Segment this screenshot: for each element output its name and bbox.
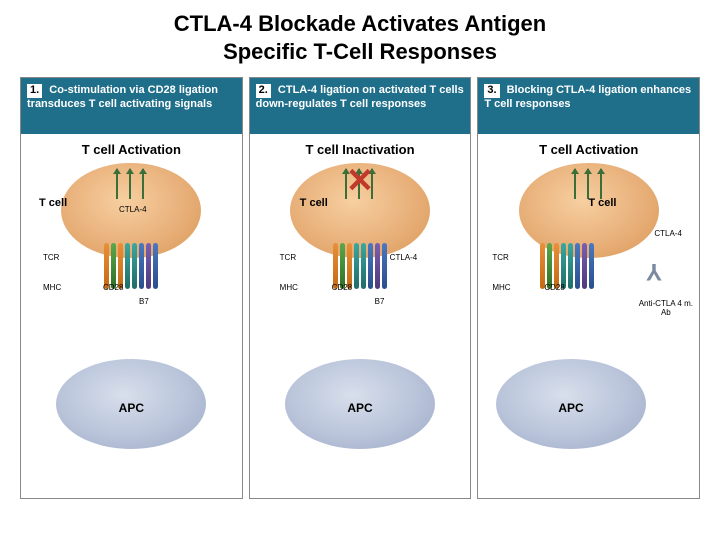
- panel-3-header: 3. Blocking CTLA-4 ligation enhances T c…: [478, 78, 699, 134]
- activation-arrow-icon: [142, 169, 144, 199]
- apc-label: APC: [558, 401, 583, 415]
- activation-arrow-icon: [600, 169, 602, 199]
- activation-arrow-icon: [129, 169, 131, 199]
- activation-arrow-icon: [116, 169, 118, 199]
- receptor-icon: [139, 243, 144, 289]
- title-line1: CTLA-4 Blockade Activates Antigen: [174, 11, 546, 36]
- receptor-icon: [153, 243, 158, 289]
- panel-2-num: 2.: [256, 84, 271, 98]
- antibody-icon: Y: [646, 257, 662, 285]
- panel-1-header: 1. Co-stimulation via CD28 ligation tran…: [21, 78, 242, 134]
- receptor-icon: [568, 243, 573, 289]
- panel-2-diagram: ✕ T cell TCR MHC CD28 CTLA-4 B7 APC: [250, 157, 471, 467]
- panel-1-state: T cell Activation: [21, 142, 242, 157]
- cd28-label: CD28: [544, 283, 564, 292]
- panel-1: 1. Co-stimulation via CD28 ligation tran…: [20, 77, 243, 499]
- receptor-icon: [125, 243, 130, 289]
- panel-2: 2. CTLA-4 ligation on activated T cells …: [249, 77, 472, 499]
- tcr-label: TCR: [43, 253, 59, 262]
- receptor-icon: [132, 243, 137, 289]
- panel-3-diagram: T cell TCR MHC CD28 CTLA-4 Y Anti-CTLA 4…: [478, 157, 699, 467]
- receptor-icon: [375, 243, 380, 289]
- page-title: CTLA-4 Blockade Activates Antigen Specif…: [20, 10, 700, 65]
- receptor-icon: [361, 243, 366, 289]
- apc-label: APC: [119, 401, 144, 415]
- cd28-label: CD28: [103, 283, 123, 292]
- panel-3-num: 3.: [484, 84, 499, 98]
- panel-2-header-text: CTLA-4 ligation on activated T cells dow…: [256, 84, 464, 110]
- b7-label: B7: [139, 297, 149, 306]
- mhc-label: MHC: [492, 283, 510, 292]
- mhc-label: MHC: [280, 283, 298, 292]
- inactivation-x-icon: ✕: [346, 161, 375, 201]
- receptor-icon: [354, 243, 359, 289]
- receptor-icon: [382, 243, 387, 289]
- activation-arrow-icon: [574, 169, 576, 199]
- mhc-label: MHC: [43, 283, 61, 292]
- t-cell-label: T cell: [588, 197, 616, 209]
- receptor-icon: [368, 243, 373, 289]
- t-cell-label: T cell: [39, 197, 67, 209]
- ctla4-label: CTLA-4: [119, 205, 147, 214]
- b7-label: B7: [375, 297, 385, 306]
- panel-3: 3. Blocking CTLA-4 ligation enhances T c…: [477, 77, 700, 499]
- receptor-icon: [146, 243, 151, 289]
- tcr-label: TCR: [280, 253, 296, 262]
- panel-2-state: T cell Inactivation: [250, 142, 471, 157]
- receptor-icon: [589, 243, 594, 289]
- t-cell-label: T cell: [300, 197, 328, 209]
- ctla4-label: CTLA-4: [654, 229, 682, 238]
- panel-1-diagram: T cell CTLA-4 TCR MHC CD28 B7 APC: [21, 157, 242, 467]
- receptor-icon: [582, 243, 587, 289]
- title-line2: Specific T-Cell Responses: [223, 39, 497, 64]
- panel-3-state: T cell Activation: [478, 142, 699, 157]
- panel-2-header: 2. CTLA-4 ligation on activated T cells …: [250, 78, 471, 134]
- panel-1-header-text: Co-stimulation via CD28 ligation transdu…: [27, 84, 218, 110]
- panels-row: 1. Co-stimulation via CD28 ligation tran…: [20, 77, 700, 499]
- receptor-icon: [575, 243, 580, 289]
- activation-arrow-icon: [587, 169, 589, 199]
- apc-label: APC: [347, 401, 372, 415]
- antibody-label: Anti-CTLA 4 m. Ab: [638, 299, 693, 317]
- panel-1-num: 1.: [27, 84, 42, 98]
- cd28-label: CD28: [332, 283, 352, 292]
- panel-3-header-text: Blocking CTLA-4 ligation enhances T cell…: [484, 84, 691, 110]
- ctla4-label: CTLA-4: [390, 253, 418, 262]
- tcr-label: TCR: [492, 253, 508, 262]
